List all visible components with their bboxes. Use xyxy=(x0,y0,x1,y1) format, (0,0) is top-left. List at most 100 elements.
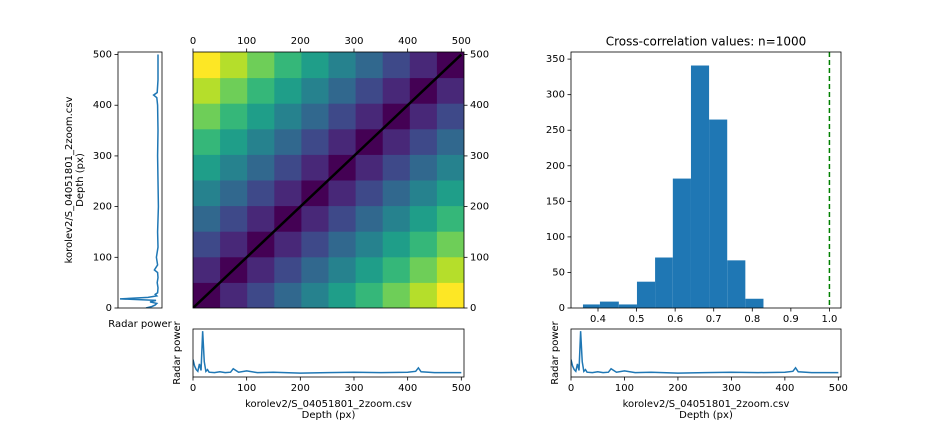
x-tick-label: 0.6 xyxy=(667,314,683,325)
heat-cell xyxy=(247,256,275,283)
y-tick-label: 0 xyxy=(106,303,112,314)
heat-cell xyxy=(247,180,275,207)
heat-cell xyxy=(301,52,329,79)
y-tick-label: 400 xyxy=(93,100,112,111)
axes-frame xyxy=(570,328,842,378)
heat-cell xyxy=(220,205,248,232)
x-tick-label: 0 xyxy=(568,383,574,394)
data-line xyxy=(119,54,160,308)
heat-cell xyxy=(328,52,357,79)
y-tick-label: 350 xyxy=(546,54,565,65)
heat-cell xyxy=(436,103,464,130)
panel: 0 100 200 300 400 500 korolev2/S_04051801_2zoo… xyxy=(172,320,471,421)
heat-cell xyxy=(247,205,275,232)
y-axis-label: Radar power xyxy=(550,320,561,384)
heat-cell xyxy=(301,256,329,283)
heat-cell xyxy=(274,103,302,130)
x-tick-label: 200 xyxy=(291,383,310,394)
panel: 0 100 200 300 400 500 Radar power korolev2/S_04… xyxy=(64,50,173,330)
plot-area xyxy=(119,54,160,308)
heat-cell xyxy=(193,154,221,181)
panel: 0.4 0.5 0.6 0.7 0.8 0.9 1.0 0 50 100 150 200 250 300 3… xyxy=(546,35,842,325)
heat-cell xyxy=(355,154,384,181)
axes-frame xyxy=(117,51,163,309)
y-tick-label: 250 xyxy=(546,125,565,136)
heat-cell xyxy=(193,205,221,232)
heat-cell xyxy=(247,52,275,79)
heat-cell xyxy=(409,282,438,308)
heat-cell xyxy=(355,256,384,283)
heat-cell xyxy=(382,282,411,308)
heat-cell xyxy=(193,128,221,155)
hist-bar xyxy=(672,178,691,308)
y-tick-label: 200 xyxy=(93,202,112,213)
x-tick-label: 100 xyxy=(237,36,256,47)
x-tick-label: 0.9 xyxy=(783,314,799,325)
heat-cell xyxy=(409,256,438,283)
x-tick-label: 200 xyxy=(291,36,310,47)
y-tick-label: 500 xyxy=(93,50,112,61)
axes-frame xyxy=(192,51,465,309)
heat-cell xyxy=(220,128,248,155)
x-axis-label: Radar power xyxy=(108,319,172,330)
heat-cell xyxy=(355,103,384,130)
y-tick-label: 300 xyxy=(93,151,112,162)
heat-cell xyxy=(247,128,275,155)
y-tick-label: 300 xyxy=(470,151,489,162)
plot-area xyxy=(571,331,839,374)
axes-frame xyxy=(570,51,842,309)
hist-bar xyxy=(618,304,637,308)
heat-cell xyxy=(193,256,221,283)
x-tick-label: 0 xyxy=(190,36,196,47)
heat-cell xyxy=(355,282,384,308)
heat-cell xyxy=(382,154,411,181)
heat-cell xyxy=(409,180,438,207)
heat-cell xyxy=(328,256,357,283)
heat-cell xyxy=(328,231,357,258)
heat-cell xyxy=(436,282,464,308)
x-axis-label: korolev2/S_04051801_2zoom.csv xyxy=(245,399,412,410)
x-tick-label: 0.7 xyxy=(706,314,722,325)
heat-cell xyxy=(355,180,384,207)
heat-cell xyxy=(301,154,329,181)
heat-cell xyxy=(355,52,384,79)
alignment-path xyxy=(193,53,463,308)
x-tick-label: 300 xyxy=(722,383,741,394)
heat-cell xyxy=(274,128,302,155)
heat-cell xyxy=(220,103,248,130)
heat-cell xyxy=(409,154,438,181)
y-tick-label: 200 xyxy=(470,202,489,213)
heat-cell xyxy=(436,180,464,207)
plot-area xyxy=(193,331,462,374)
heat-cell xyxy=(355,205,384,232)
heat-cell xyxy=(274,231,302,258)
y-axis-label: Depth (px) xyxy=(75,153,86,207)
panel: 0 100 200 300 400 500 korolev2/S_04051801_2zoo… xyxy=(550,320,848,421)
hist-bar xyxy=(655,257,673,308)
heat-cell xyxy=(220,231,248,258)
y-tick-label: 400 xyxy=(470,100,489,111)
y-tick-label: 0 xyxy=(470,303,476,314)
y-tick-label: 0 xyxy=(559,303,565,314)
x-tick-label: 0.4 xyxy=(590,314,606,325)
x-tick-label: 400 xyxy=(398,383,417,394)
y-axis-label: korolev2/S_04051801_2zoom.csv xyxy=(64,97,75,264)
heat-cell xyxy=(382,128,411,155)
heat-cell xyxy=(301,282,329,308)
heat-cell xyxy=(301,231,329,258)
heat-cell xyxy=(382,77,411,104)
heat-cell xyxy=(274,180,302,207)
data-line xyxy=(571,331,839,374)
heat-cell xyxy=(436,256,464,283)
x-axis-label: Depth (px) xyxy=(302,410,356,421)
heat-cell xyxy=(274,256,302,283)
heat-cell xyxy=(409,231,438,258)
x-axis-label: Depth (px) xyxy=(679,410,733,421)
hist-bar xyxy=(690,65,710,308)
heat-cell xyxy=(436,77,464,104)
x-tick-label: 0 xyxy=(190,383,196,394)
x-tick-label: 400 xyxy=(398,36,417,47)
heat-cell xyxy=(247,77,275,104)
